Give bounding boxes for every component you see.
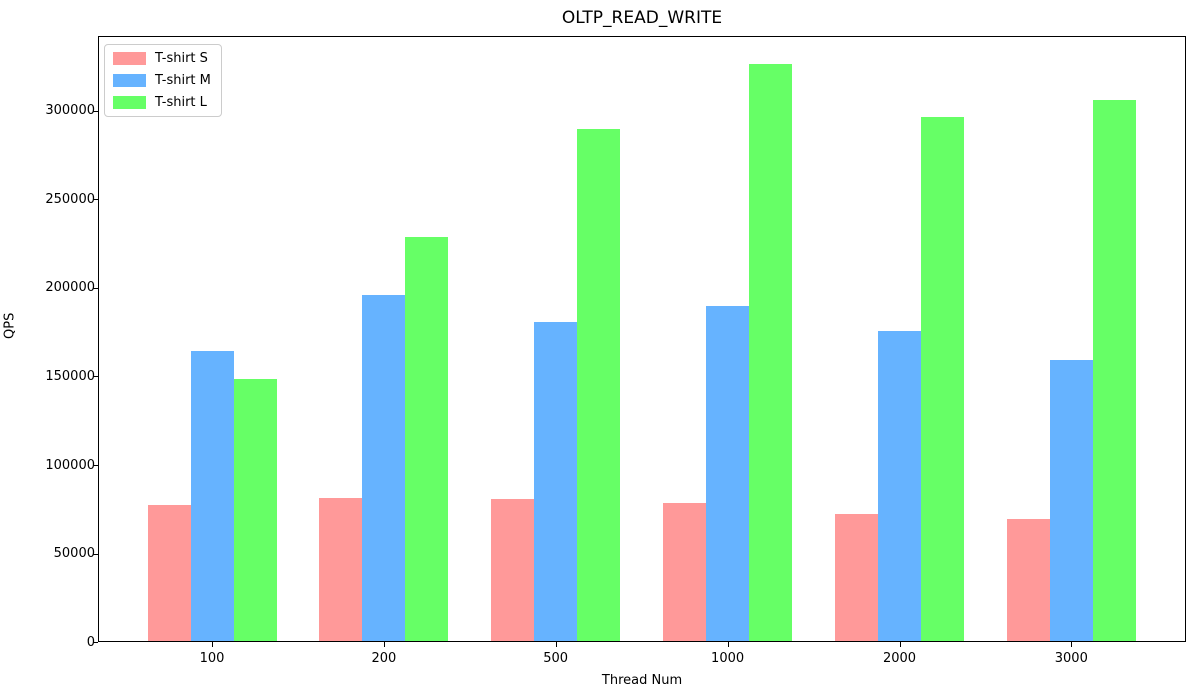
y-tick-label: 50000 (53, 546, 95, 561)
legend-item: T-shirt M (113, 73, 211, 88)
x-tick-mark (1071, 642, 1073, 647)
legend-swatch (113, 52, 146, 65)
y-axis-label: QPS (2, 312, 18, 339)
bar (1006, 518, 1050, 641)
y-tick-label: 200000 (45, 280, 95, 296)
legend-label: T-shirt M (155, 73, 211, 88)
legend-swatch (113, 74, 146, 87)
legend-swatch (113, 96, 146, 109)
bar (405, 237, 449, 641)
y-tick-label: 150000 (45, 368, 95, 384)
bar (534, 322, 578, 641)
bar (147, 504, 191, 641)
y-tick-mark (93, 553, 98, 555)
bar (190, 350, 234, 641)
x-tick-label: 3000 (1054, 651, 1088, 666)
bar (577, 128, 621, 641)
y-tick-label: 100000 (45, 457, 95, 473)
x-tick-label: 1000 (711, 651, 745, 666)
x-tick-label: 500 (543, 651, 569, 666)
x-tick-label: 200 (371, 651, 397, 666)
y-tick-mark (93, 465, 98, 466)
legend: T-shirt S T-shirt M T-shirt L (104, 44, 222, 117)
chart-title: OLTP_READ_WRITE (561, 8, 723, 28)
y-tick-mark (93, 199, 98, 201)
bar (362, 294, 406, 641)
bar (877, 331, 921, 641)
x-tick-label: 100 (199, 651, 225, 666)
y-tick-label: 300000 (45, 103, 95, 119)
x-tick-mark (727, 642, 729, 647)
legend-label: T-shirt L (155, 95, 207, 110)
x-tick-mark (899, 642, 901, 647)
bar (1049, 360, 1093, 641)
bar (1092, 100, 1136, 641)
y-tick-mark (93, 642, 98, 643)
bar (491, 498, 535, 641)
legend-label: T-shirt S (155, 51, 208, 66)
bar (233, 379, 277, 641)
x-tick-mark (383, 642, 385, 647)
x-tick-label: 2000 (882, 651, 917, 666)
y-tick-mark (93, 287, 98, 289)
y-tick-mark (93, 376, 98, 378)
bar (319, 497, 363, 641)
x-tick-mark (555, 642, 557, 647)
legend-item: T-shirt L (113, 95, 211, 110)
legend-item: T-shirt S (113, 51, 211, 66)
y-tick-label: 250000 (45, 191, 95, 207)
y-tick-mark (93, 110, 98, 112)
bar (749, 63, 793, 641)
y-tick-label: 0 (86, 634, 95, 650)
bar (920, 117, 964, 641)
bar (663, 502, 707, 641)
x-tick-mark (212, 642, 213, 647)
plot-area: T-shirt S T-shirt M T-shirt L (98, 36, 1186, 642)
x-axis-label: Thread Num (601, 673, 683, 688)
bar (706, 305, 750, 641)
bar (834, 513, 878, 641)
